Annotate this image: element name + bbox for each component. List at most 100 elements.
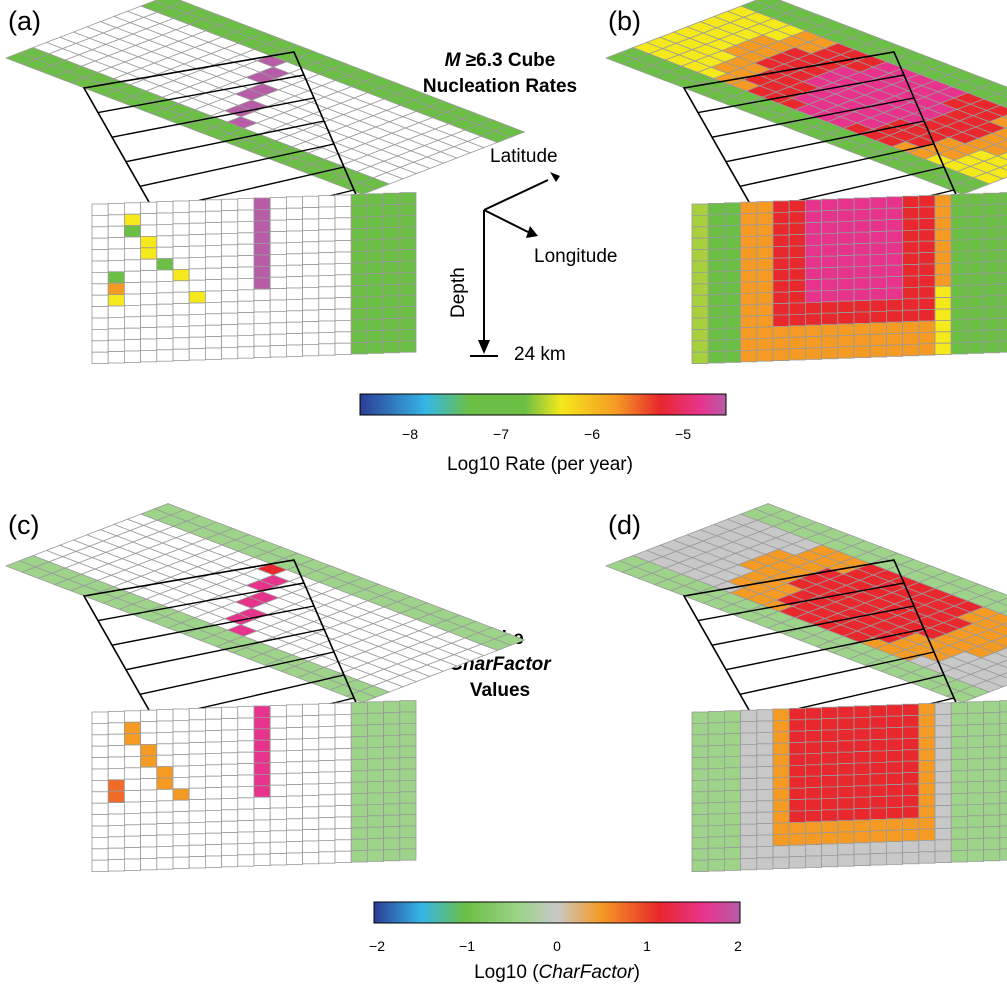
wall-cell [188,833,206,846]
wall-cell [188,348,206,361]
wall-cell [821,198,839,211]
wall-cell [691,317,709,330]
wall-cell [869,727,887,741]
wall-cell [221,798,239,811]
wall-cell [707,294,725,307]
wall-cell [269,807,287,820]
wall-cell [302,817,320,831]
panel-b-cube [604,0,1007,365]
wall-cell [756,754,774,768]
wall-cell [334,702,352,715]
wall-cell [918,229,936,242]
wall-cell [983,215,1001,228]
wall-cell [805,798,823,811]
wall-cell [237,763,255,776]
wall-cell [983,814,1001,828]
wall-cell [156,280,174,294]
wall-cell [285,818,303,831]
wall-cell [756,326,774,339]
wall-cell [107,859,125,872]
wall-cell [740,766,758,780]
wall-cell [172,720,190,733]
wall-cell [853,842,871,855]
wall-cell [399,317,417,330]
wall-cell [934,342,952,356]
wall-cell [285,772,303,786]
wall-cell [999,226,1007,239]
wall-cell [318,320,336,333]
wall-cell [950,239,968,252]
wall-cell [740,201,758,214]
fault-depth-line [739,651,935,695]
wall-cell [983,295,1001,308]
wall-cell [740,247,758,260]
wall-cell [188,844,206,858]
wall-cell [853,322,871,336]
wall-cell [253,265,271,279]
wall-cell [886,784,904,797]
wall-cell [221,820,239,834]
wall-cell [707,790,725,804]
wall-cell [253,197,271,210]
wall-cell [269,276,287,290]
wall-cell [821,289,839,303]
top-cell [985,104,1007,118]
wall-cell [204,301,222,315]
wall-cell [269,288,287,301]
wall-cell [318,206,336,219]
wall-cell [837,243,855,256]
wall-cell [269,219,287,232]
wall-cell [805,290,823,303]
wall-cell [269,841,287,855]
wall-cell [805,810,823,823]
wall-cell [983,792,1001,805]
wall-cell [91,802,109,816]
top-cell [993,139,1007,150]
wall-cell [107,802,125,815]
wall-cell [188,776,206,789]
wall-cell [204,707,222,720]
wall-cell [983,780,1001,793]
wall-cell [724,858,742,871]
wall-cell [318,331,336,345]
rate-tick: −5 [675,426,691,442]
wall-cell [772,742,790,756]
wall-cell [285,310,303,323]
wall-cell [724,710,742,723]
wall-cell [334,725,352,738]
top-cell [985,612,1007,626]
wall-cell [383,780,401,793]
wall-cell [918,195,936,208]
wall-cell [756,846,774,859]
wall-cell [237,706,255,719]
wall-cell [950,770,968,783]
wall-cell [269,265,287,278]
wall-cell [350,285,368,298]
wall-cell [253,243,271,256]
wall-cell [788,787,806,801]
wall-cell [383,803,401,816]
wall-cell [788,753,806,766]
wall-cell [285,761,303,774]
wall-cell [140,755,158,768]
wall-cell [124,790,142,803]
wall-cell [740,709,758,723]
wall-cell [318,217,336,231]
wall-cell [902,749,920,762]
wall-cell [269,773,287,786]
wall-cell [853,717,871,730]
wall-cell [334,714,352,727]
wall-cell [707,813,725,826]
wall-cell [140,224,158,237]
wall-cell [740,338,758,351]
wall-cell [902,252,920,265]
wall-cell [805,821,823,834]
wall-cell [967,261,985,275]
wall-cell [124,744,142,757]
wall-cell [188,787,206,801]
wall-cell [707,202,725,216]
wall-cell [756,280,774,294]
wall-cell [221,741,239,754]
wall-cell [140,304,158,317]
wall-cell [821,741,839,754]
